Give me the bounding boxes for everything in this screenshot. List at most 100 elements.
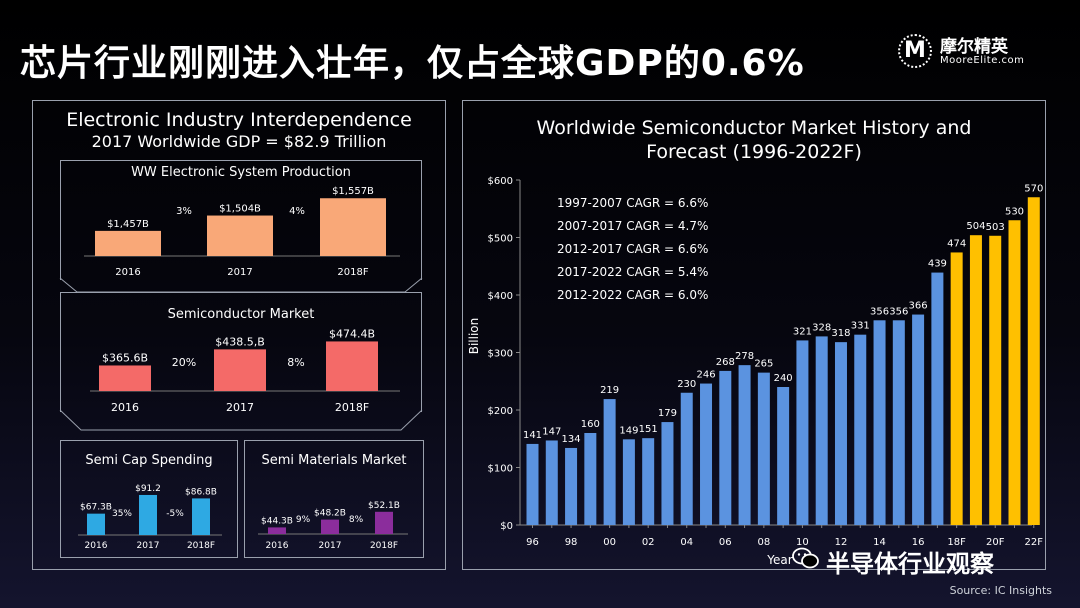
category-label: 2018F xyxy=(187,541,215,551)
cagr-annotation: 2007-2017 CAGR = 4.7% xyxy=(557,219,708,233)
bar-value-label: 268 xyxy=(716,357,735,368)
bar-value-label: 356 xyxy=(889,306,908,317)
growth-label: 9% xyxy=(296,515,311,525)
category-label: 2017 xyxy=(226,401,254,414)
bar xyxy=(1027,197,1040,525)
x-tick-label: 16 xyxy=(912,537,925,548)
bar-value-label: 134 xyxy=(562,434,581,445)
x-tick-label: 12 xyxy=(835,537,848,548)
x-tick-label: 20F xyxy=(986,537,1005,548)
category-label: 2016 xyxy=(111,401,139,414)
semi-materials-title: Semi Materials Market xyxy=(261,453,407,468)
y-tick-label: $0 xyxy=(500,521,513,532)
bar-value-label: $474.4B xyxy=(329,327,375,340)
bar xyxy=(796,340,809,525)
bar xyxy=(139,494,157,535)
x-tick-label: 10 xyxy=(796,537,809,548)
bar xyxy=(95,230,161,256)
growth-label: 3% xyxy=(176,206,192,217)
bar-value-label: 474 xyxy=(947,238,966,249)
category-label: 2017 xyxy=(137,541,160,551)
bar xyxy=(87,513,105,535)
bar-value-label: 147 xyxy=(542,426,561,437)
wechat-account-name: 半导体行业观察 xyxy=(826,550,994,578)
bar xyxy=(969,235,982,525)
bar-value-label: 321 xyxy=(793,326,812,337)
bar-value-label: $91.2 xyxy=(135,484,161,494)
growth-label: 35% xyxy=(112,509,132,519)
bar-value-label: 149 xyxy=(619,425,638,436)
category-label: 2018F xyxy=(370,541,398,551)
bar xyxy=(321,519,339,534)
bar xyxy=(700,383,713,525)
left-panel-subtitle: 2017 Worldwide GDP = $82.9 Trillion xyxy=(91,132,387,151)
semiconductor-market-chart: $365.6B 2016 $438.5,B 2017 $474.4B 2018F 20% 8% xyxy=(90,327,400,414)
logo-en-text: MooreElite.com xyxy=(940,55,1025,66)
semi-cap-spending-chart: $67.3B 2016 $91.2 2017 $86.8B 2018F 35% -5% xyxy=(78,484,222,551)
category-label: 2018F xyxy=(335,401,369,414)
bar xyxy=(320,198,386,256)
x-tick-label: 18F xyxy=(947,537,966,548)
bar xyxy=(892,320,905,525)
bar xyxy=(680,392,693,525)
bar-value-label: 141 xyxy=(523,430,542,441)
cagr-annotation: 2012-2017 CAGR = 6.6% xyxy=(557,242,708,256)
bar-value-label: 230 xyxy=(677,379,696,390)
x-tick-label: 98 xyxy=(565,537,578,548)
bar-value-label: 570 xyxy=(1024,183,1043,194)
x-tick-label: 22F xyxy=(1025,537,1044,548)
y-tick-label: $500 xyxy=(488,234,513,245)
x-tick-label: 04 xyxy=(680,537,693,548)
bar-value-label: 240 xyxy=(774,373,793,384)
y-tick-label: $100 xyxy=(488,464,513,475)
x-tick-label: 96 xyxy=(526,537,539,548)
right-panel: Worldwide Semiconductor Market History a… xyxy=(462,100,1046,570)
bar-value-label: 246 xyxy=(696,370,715,381)
category-label: 2018F xyxy=(337,267,368,278)
cagr-annotation: 2017-2022 CAGR = 5.4% xyxy=(557,265,708,279)
cagr-annotation: 1997-2007 CAGR = 6.6% xyxy=(557,196,708,210)
funnel-connector-2 xyxy=(59,410,423,431)
bar xyxy=(815,336,828,525)
bar xyxy=(989,235,1002,525)
source-note: Source: IC Insights xyxy=(949,584,1052,597)
bar xyxy=(757,372,770,525)
bar-value-label: 331 xyxy=(851,321,870,332)
bar-value-label: $1,457B xyxy=(107,219,149,230)
bar-value-label: 328 xyxy=(812,322,831,333)
bar xyxy=(565,447,578,525)
bar xyxy=(834,342,847,525)
bar-value-label: 530 xyxy=(1005,206,1024,217)
system-production-chart: $1,457B 2016 $1,504B 2017 $1,557B 2018F 3% 4% xyxy=(84,186,400,278)
bar xyxy=(931,272,944,525)
bar-value-label: 503 xyxy=(986,222,1005,233)
bar-value-label: 278 xyxy=(735,351,754,362)
bar-value-label: 265 xyxy=(754,359,773,370)
bar xyxy=(375,511,393,534)
wechat-icon xyxy=(792,547,819,569)
bar-value-label: 356 xyxy=(870,306,889,317)
category-label: 2017 xyxy=(319,541,342,551)
page-title: 芯片行业刚刚进入壮年，仅占全球GDP的0.6% xyxy=(20,43,805,84)
bar-value-label: $44.3B xyxy=(261,516,293,526)
x-tick-label: 02 xyxy=(642,537,655,548)
semi-cap-spending-box: Semi Cap Spending $67.3B 2016 $91.2 2017 $86… xyxy=(60,440,238,558)
y-tick-label: $600 xyxy=(488,176,513,187)
bar xyxy=(873,320,886,525)
cagr-annotation: 2012-2022 CAGR = 6.0% xyxy=(557,288,708,302)
x-axis-title: Year xyxy=(766,553,792,567)
system-production-box: WW Electronic System Production $1,457B 2… xyxy=(60,160,422,280)
bar xyxy=(192,498,210,535)
bar xyxy=(603,399,616,525)
growth-label: 8% xyxy=(349,515,364,525)
y-tick-label: $300 xyxy=(488,349,513,360)
bar xyxy=(584,433,597,525)
logo-cn-text: 摩尔精英 xyxy=(940,37,1008,57)
bar-value-label: 439 xyxy=(928,259,947,270)
bar xyxy=(545,440,558,525)
category-label: 2016 xyxy=(115,267,140,278)
moore-elite-logo-icon: M xyxy=(898,34,932,68)
bar-value-label: 318 xyxy=(831,328,850,339)
category-label: 2016 xyxy=(266,541,289,551)
